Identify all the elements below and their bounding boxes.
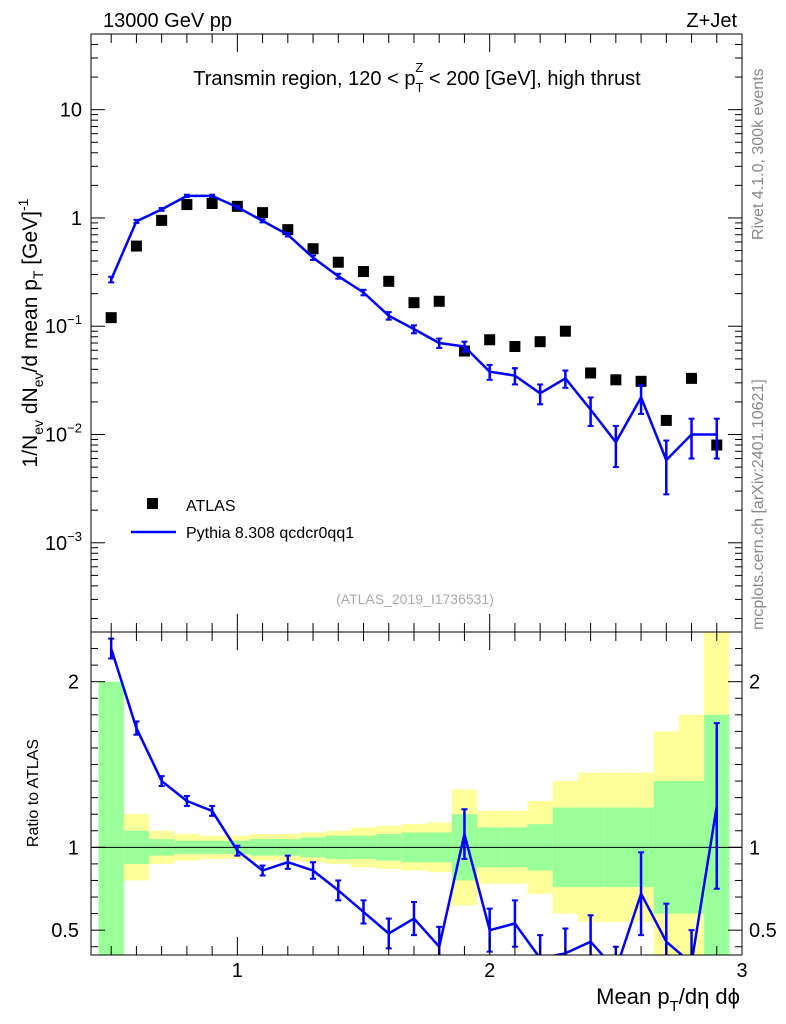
ratio-y-axis-label: Ratio to ATLAS [25, 739, 42, 847]
atlas-data-point [307, 243, 319, 255]
title-sup: Z [415, 60, 423, 75]
ratio-bands [98, 632, 730, 955]
ratio-y-tick-label-left: 1 [68, 837, 79, 859]
xlabel-pre: Mean p [596, 984, 669, 1009]
atlas-data-point [686, 372, 698, 384]
main-panel: Transmin region, 120 < pTZ < 200 [GeV], … [15, 33, 742, 619]
legend-label-atlas: ATLAS [186, 498, 236, 515]
main-y-tick-label: 10−1 [45, 312, 82, 338]
ratio-y-tick-label-right: 0.5 [749, 920, 777, 942]
x-tick-label: 3 [736, 960, 747, 982]
xlabel-sub: T [670, 998, 679, 1015]
atlas-data-point [332, 256, 344, 268]
atlas-data-point [635, 375, 647, 387]
title-post: < 200 [GeV], high thrust [423, 68, 641, 90]
ratio-frame [90, 631, 743, 956]
atlas-data-point [206, 197, 218, 209]
atlas-data-point [559, 325, 571, 337]
header-right: Z+Jet [686, 10, 737, 32]
main-title: Transmin region, 120 < pTZ < 200 [GeV], … [193, 60, 641, 95]
ratio-y-tick-label-left: 2 [68, 672, 79, 694]
atlas-data-point [433, 295, 445, 307]
main-watermark: (ATLAS_2019_I1736531) [336, 591, 494, 607]
atlas-data-point [130, 240, 142, 252]
main-y-axis-label: 1/Nev dNev/d mean pT [GeV]-1 [15, 198, 46, 467]
atlas-data-point [610, 374, 622, 386]
legend-marker-atlas [147, 498, 158, 509]
ratio-y-tick-label-right: 2 [749, 672, 760, 694]
rivet-label: Rivet 4.1.0, 300k events [750, 68, 767, 240]
legend-label-pythia: Pythia 8.308 qcdcr0qq1 [186, 525, 354, 542]
ratio-series [108, 637, 720, 955]
legend: ATLAS Pythia 8.308 qcdcr0qq1 [131, 498, 354, 542]
atlas-data-point [257, 207, 269, 219]
x-tick-label: 1 [232, 960, 243, 982]
svg-text:1/Nev dNev/d mean pT [GeV]-1: 1/Nev dNev/d mean pT [GeV]-1 [15, 198, 46, 467]
header-left: 13000 GeV pp [103, 10, 232, 32]
atlas-data-point [534, 336, 546, 348]
main-y-ticks: 10−3 10−2 10−1 1 10 [45, 33, 742, 619]
atlas-data-point [484, 334, 496, 346]
atlas-data-point [585, 367, 597, 379]
atlas-data-point [660, 414, 672, 426]
atlas-data-point [408, 297, 420, 309]
atlas-data-point [105, 312, 117, 324]
xlabel-post: /dη dϕ [679, 984, 740, 1009]
main-y-tick-label: 10−2 [45, 421, 82, 447]
title-sub: T [415, 80, 423, 95]
atlas-data-point [358, 266, 370, 278]
main-y-tick-label: 10−3 [45, 529, 82, 555]
atlas-data-point [156, 214, 168, 226]
title-pre: Transmin region, 120 < p [193, 68, 415, 90]
atlas-data-point [383, 275, 395, 287]
main-y-tick-label: 1 [71, 208, 82, 230]
mcplots-label: mcplots.cern.ch [arXiv:2401.10621] [750, 379, 767, 630]
stat-band [98, 681, 124, 955]
atlas-data-point [181, 199, 193, 211]
atlas-data-point [509, 340, 521, 352]
ratio-y-tick-label-right: 1 [749, 837, 760, 859]
main-y-tick-label: 10 [60, 100, 82, 122]
x-tick-label: 2 [484, 960, 495, 982]
ratio-y-tick-label-left: 0.5 [51, 920, 79, 942]
atlas-data-point [282, 224, 294, 236]
x-axis-label: Mean pT/dη dϕ [596, 984, 740, 1015]
ratio-y-ticks: 0.5 0.5 1 1 2 2 [51, 648, 777, 948]
main-series [105, 193, 723, 496]
